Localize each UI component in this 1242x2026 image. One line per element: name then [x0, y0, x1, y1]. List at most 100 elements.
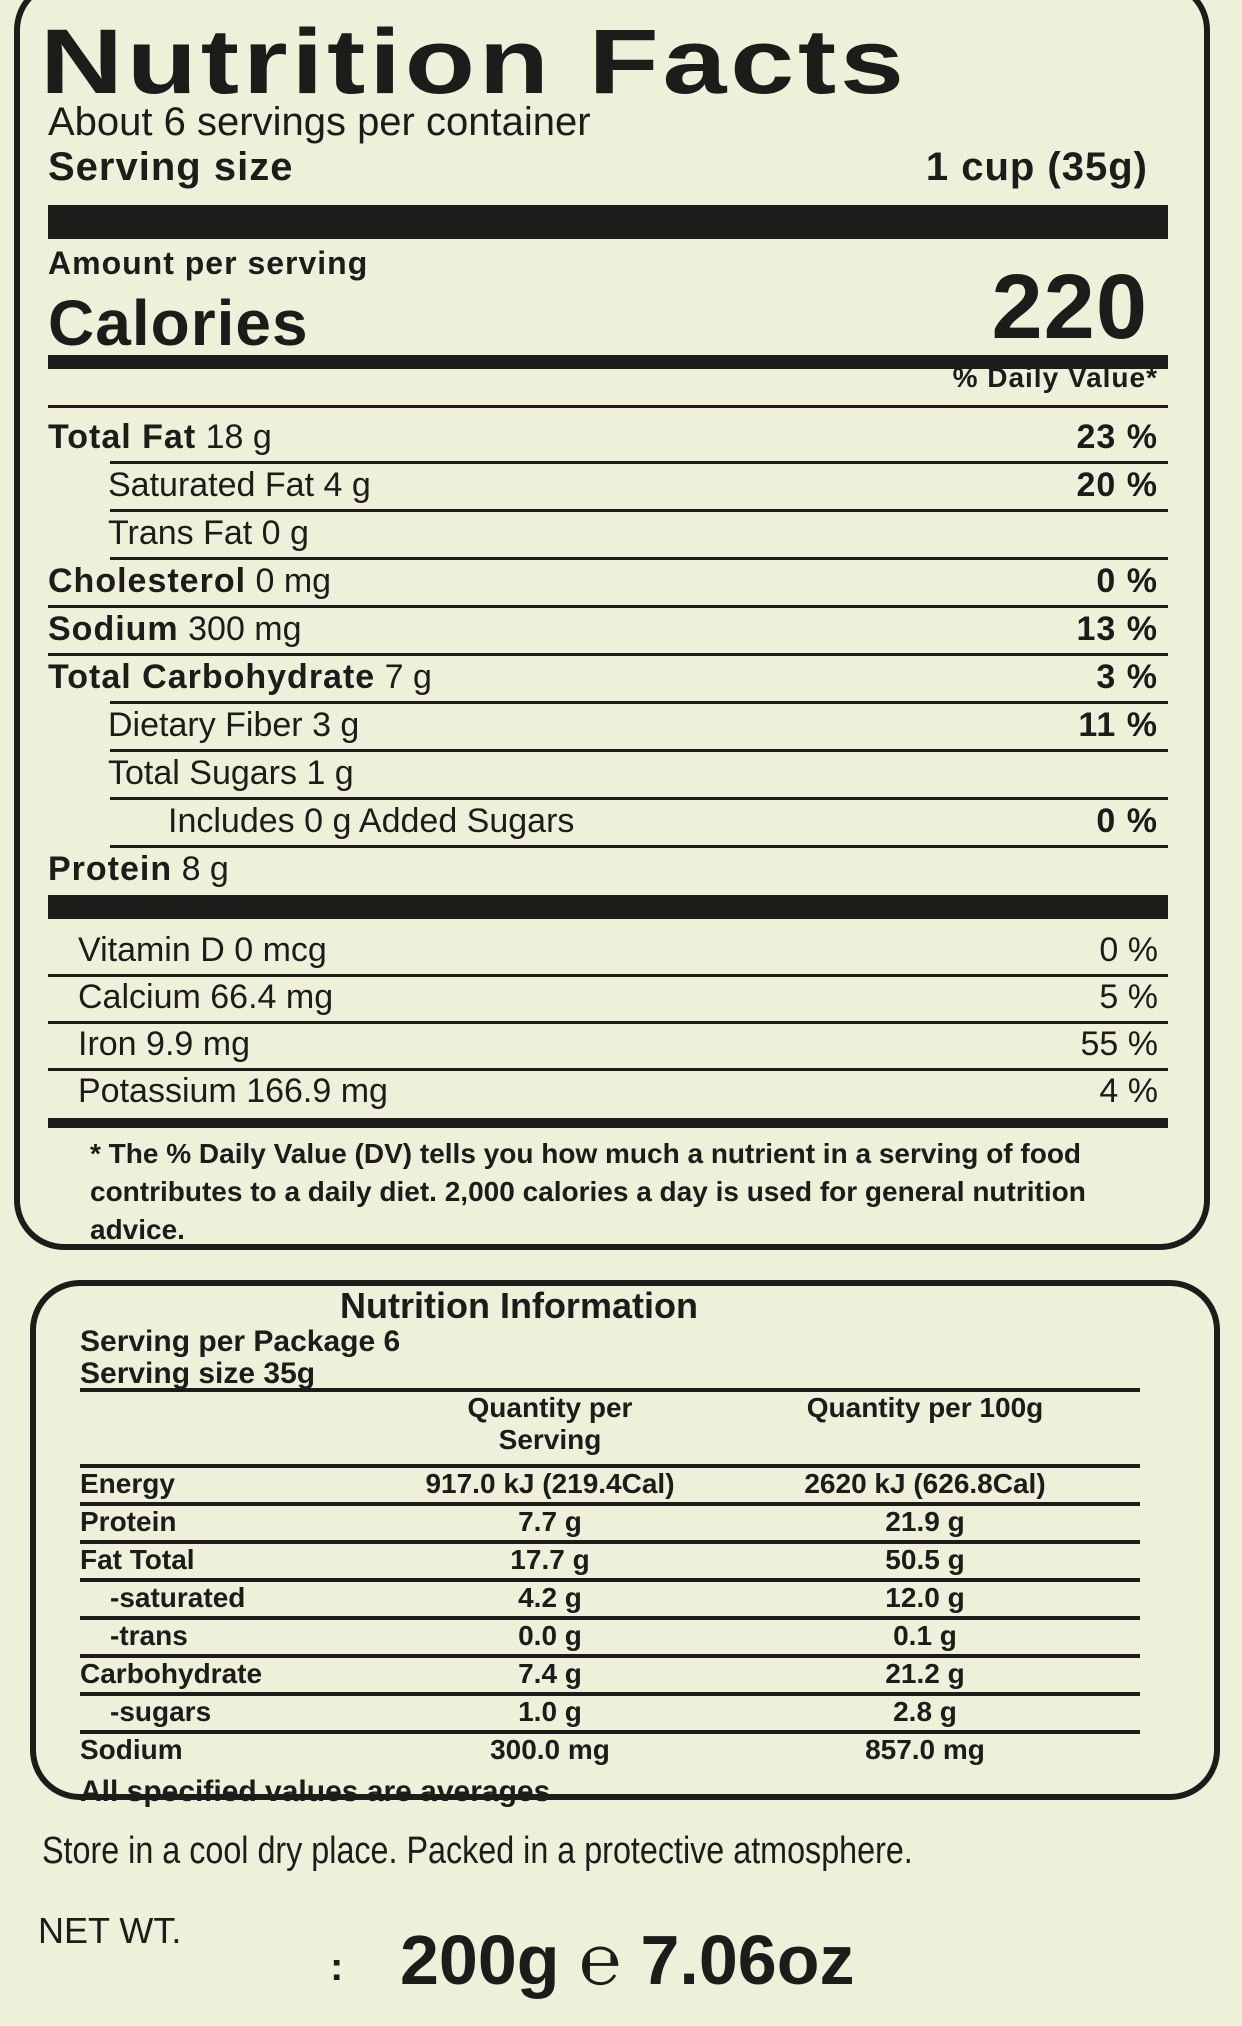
servings-row: About 6 servings per container — [48, 100, 1168, 145]
nutrient-label: Dietary Fiber — [108, 706, 303, 744]
nutrient-dv: 23 % — [1076, 418, 1158, 456]
vitamin-amount: 166.9 mg — [246, 1072, 388, 1110]
calories-value: 220 — [991, 256, 1148, 358]
nutrient-dv: 20 % — [1076, 466, 1158, 504]
divider — [80, 1692, 1140, 1696]
vitamin-dv: 0 % — [1099, 931, 1158, 969]
info-per-100g: 0.1 g — [893, 1620, 957, 1651]
info-row-label: Carbohydrate — [80, 1658, 263, 1689]
info-title: Nutrition Information — [340, 1285, 698, 1326]
nutrient-row: Total Sugars 1 g — [48, 751, 1168, 793]
divider — [80, 1654, 1140, 1658]
info-per-serving: 1.0 g — [518, 1696, 582, 1727]
nutrient-row: Total Fat 18 g 23 % — [48, 415, 1168, 457]
divider — [110, 509, 1168, 512]
nutrient-label: Total Carbohydrate — [48, 658, 376, 696]
col-100g-header: Quantity per 100g — [806, 1392, 1044, 1423]
info-per-100g: 50.5 g — [885, 1544, 965, 1575]
divider — [80, 1578, 1140, 1582]
nutrient-dv: 0 % — [1096, 802, 1158, 840]
info-row-label: Energy — [80, 1468, 175, 1499]
divider — [110, 797, 1168, 800]
info-row-label: Protein — [80, 1506, 177, 1537]
nutrient-row: Cholesterol 0 mg 0 % — [48, 559, 1168, 601]
vitamin-dv: 5 % — [1099, 978, 1158, 1016]
vitamin-amount: 0 mcg — [234, 931, 327, 969]
nutrient-amount: 0 mg — [255, 562, 332, 600]
info-per-100g: 2.8 g — [893, 1696, 957, 1727]
nutrient-row: Saturated Fat 4 g 20 % — [48, 463, 1168, 505]
divider — [48, 653, 1168, 656]
divider — [48, 605, 1168, 608]
vitamin-dv: 4 % — [1099, 1072, 1158, 1110]
nutrient-label: Protein — [48, 850, 173, 888]
nutrient-label: Sodium — [48, 610, 179, 648]
nutrient-amount: 18 g — [205, 418, 272, 456]
vitamin-label: Vitamin D — [78, 931, 225, 969]
info-row: Energy 917.0 kJ (219.4Cal) 2620 kJ (626.8C… — [80, 1468, 1130, 1500]
divider — [110, 701, 1168, 704]
info-row-label: Sodium — [80, 1734, 183, 1765]
dv-header: % Daily Value* — [952, 362, 1158, 393]
storage-text: Store in a cool dry place. Packed in a p… — [42, 1830, 913, 1872]
nutrient-label: Cholesterol — [48, 562, 247, 600]
nutrient-amount: 300 mg — [188, 610, 302, 648]
nutrient-dv: 0 % — [1096, 562, 1158, 600]
divider — [80, 1730, 1140, 1734]
nutrient-amount: 8 g — [181, 850, 229, 888]
info-per-100g: 857.0 mg — [865, 1734, 985, 1765]
divider — [48, 405, 1168, 408]
nutrient-row: Sodium 300 mg 13 % — [48, 607, 1168, 649]
nutrient-row: Total Carbohydrate 7 g 3 % — [48, 655, 1168, 697]
amount-per-serving-text: Amount per serving — [48, 245, 369, 281]
serving-size-row: Serving size 1 cup (35g) — [48, 145, 1168, 190]
nutrient-amount: 1 g — [306, 754, 354, 792]
calories-row: Calories 220 — [48, 255, 1168, 360]
info-per-serving: 7.4 g — [518, 1658, 582, 1689]
info-per-serving: 0.0 g — [518, 1620, 582, 1651]
info-per-serving: 300.0 mg — [490, 1734, 610, 1765]
vitamin-dv: 55 % — [1080, 1025, 1159, 1063]
footnote: * The % Daily Value (DV) tells you how m… — [90, 1138, 1086, 1245]
dv-header-row: % Daily Value* — [48, 362, 1168, 394]
thick-divider — [48, 205, 1168, 239]
nutrition-facts-panel — [14, 0, 1210, 1250]
nutrient-row: Includes 0 g Added Sugars 0 % — [48, 799, 1168, 841]
vitamin-amount: 66.4 mg — [210, 978, 334, 1016]
vitamin-amount: 9.9 mg — [146, 1025, 250, 1063]
net-wt-value: 200g ℮ 7.06oz — [400, 1921, 855, 1999]
info-row-label: -trans — [110, 1620, 188, 1651]
nutrient-amount: 7 g — [384, 658, 432, 696]
nutrient-dv: 13 % — [1076, 610, 1158, 648]
nutrient-label: Trans Fat — [108, 514, 253, 552]
divider — [80, 1616, 1140, 1620]
divider — [80, 1502, 1140, 1506]
info-row: Protein 7.7 g 21.9 g — [80, 1506, 1130, 1538]
col-serving-header: Quantity per Serving — [467, 1392, 633, 1455]
nutrient-label: Total Fat — [48, 418, 197, 456]
net-wt-label: NET WT. — [38, 1910, 182, 1951]
nutrient-amount: 3 g — [312, 706, 360, 744]
averages-note: All specified values are averages — [80, 1775, 551, 1808]
nutrient-label: Saturated Fat — [108, 466, 315, 504]
vitamin-label: Iron — [78, 1025, 137, 1063]
info-row-label: -saturated — [110, 1582, 246, 1613]
nutrient-row: Protein 8 g — [48, 847, 1168, 889]
divider — [110, 749, 1168, 752]
info-header-row: Quantity per Serving Quantity per 100g — [80, 1392, 1130, 1456]
vitamin-label: Potassium — [78, 1072, 237, 1110]
vitamin-row: Calcium 66.4 mg 5 % — [48, 975, 1168, 1017]
net-wt-separator: : — [330, 1945, 344, 1989]
info-serving-size: Serving size 35g — [80, 1357, 316, 1390]
info-per-100g: 21.2 g — [885, 1658, 965, 1689]
info-row-label: -sugars — [110, 1696, 212, 1727]
info-row-label: Fat Total — [80, 1544, 195, 1575]
divider — [48, 1068, 1168, 1071]
divider — [80, 1540, 1140, 1544]
info-per-100g: 21.9 g — [885, 1506, 965, 1537]
divider — [80, 1388, 1140, 1392]
divider — [48, 1021, 1168, 1024]
thick-divider — [48, 895, 1168, 919]
serving-size-value: 1 cup (35g) — [925, 145, 1148, 189]
